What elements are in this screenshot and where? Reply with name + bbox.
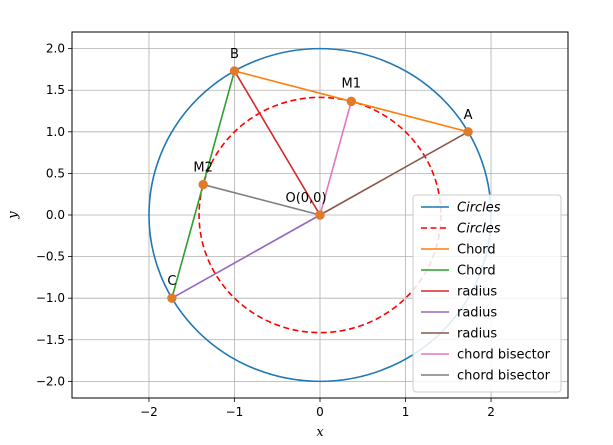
point-label-c: C: [167, 274, 176, 289]
point-marker-o: [315, 210, 325, 220]
y-tick-label: 1.0: [46, 125, 65, 139]
x-tick-label: −2: [140, 405, 158, 419]
legend: Circles Circles Chord Chord radius radius radi…: [412, 194, 562, 393]
legend-label-radius: radius: [457, 306, 497, 321]
y-tick-label: 2.0: [46, 42, 65, 56]
legend-label-circles: Circles: [457, 201, 501, 216]
series-radius-4: [233, 70, 321, 216]
series-chord-bisector-7: [319, 101, 353, 216]
y-tick-label: −1.0: [36, 291, 65, 305]
point-label-m1: M1: [342, 76, 362, 91]
legend-label-radius: radius: [457, 285, 497, 300]
y-tick-label: 0.0: [46, 208, 65, 222]
legend-label-circles: Circles: [457, 222, 501, 237]
y-tick-label: −2.0: [36, 374, 65, 388]
point-marker-m1: [346, 96, 356, 107]
axis-ticks: −2 −1 0 1 2 −2.0 −1.5 −1.0 −0.5 0.0 0.5 1.0 1.5 2.0: [36, 42, 495, 419]
y-tick-label: 0.5: [46, 166, 65, 180]
y-axis-label: y: [6, 211, 21, 220]
y-tick-label: −1.5: [36, 333, 65, 347]
legend-label-chord-bisector: chord bisector: [457, 369, 551, 384]
point-marker-m2: [198, 179, 208, 190]
legend-label-radius: radius: [457, 327, 497, 342]
x-tick-label: 1: [402, 405, 410, 419]
legend-label-chord: Chord: [457, 264, 496, 279]
series-radius-5: [171, 214, 321, 299]
legend-label-chord-bisector: chord bisector: [457, 348, 551, 363]
x-axis-label: x: [316, 425, 324, 440]
x-tick-label: −1: [226, 405, 244, 419]
point-label-o: O(0,0): [285, 191, 326, 206]
series-radius-6: [319, 131, 469, 216]
x-tick-label: 2: [487, 405, 495, 419]
series-chord-bisector-8: [202, 183, 321, 216]
x-tick-label: 0: [316, 405, 324, 419]
legend-label-chord: Chord: [457, 243, 496, 258]
point-marker-b: [229, 66, 240, 76]
point-marker-a: [463, 127, 473, 137]
point-labels: A B C O(0,0) M1 M2: [167, 47, 472, 289]
y-tick-label: −0.5: [36, 250, 65, 264]
y-tick-label: 1.5: [46, 83, 65, 97]
point-label-b: B: [230, 47, 239, 62]
point-label-a: A: [464, 108, 473, 123]
point-label-m2: M2: [193, 161, 213, 176]
point-markers: [167, 66, 473, 303]
point-marker-c: [167, 293, 177, 303]
legend-box: [412, 194, 562, 393]
